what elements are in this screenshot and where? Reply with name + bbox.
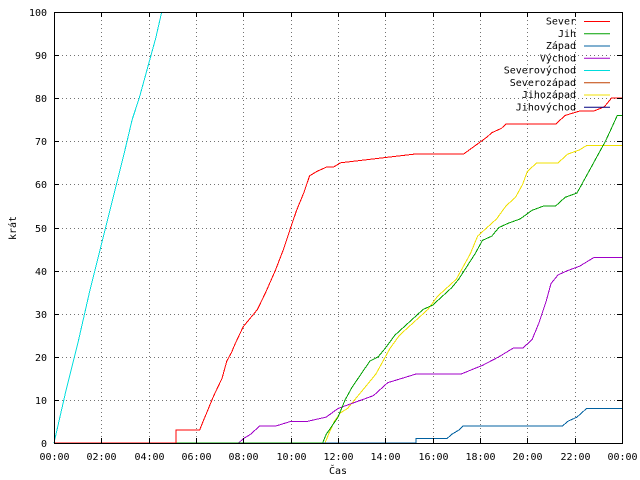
x-tick-label: 22:00	[560, 452, 590, 463]
x-tick-label: 12:00	[323, 452, 353, 463]
y-tick-label: 0	[41, 439, 47, 450]
y-tick-label: 100	[29, 8, 47, 19]
series-line-vychod	[54, 257, 622, 444]
y-tick-label: 50	[35, 224, 47, 235]
legend-label: Jihovýchod	[516, 101, 576, 113]
x-tick-label: 08:00	[228, 452, 258, 463]
series-line-zapad	[54, 408, 622, 444]
y-tick-label: 10	[35, 396, 47, 407]
x-tick-label: 16:00	[418, 452, 448, 463]
legend-label: Sever	[546, 17, 576, 28]
legend-label: Západ	[546, 40, 576, 52]
legend-label: Jihozápad	[522, 89, 576, 101]
series-layer	[53, 11, 622, 444]
legend-label: Východ	[540, 52, 576, 64]
series-line-jihozapad	[54, 145, 622, 444]
y-axis-title: krát	[7, 216, 19, 240]
x-tick-label: 18:00	[465, 452, 495, 463]
x-tick-label: 04:00	[134, 452, 164, 463]
series-line-severovychod	[53, 11, 163, 444]
y-tick-label: 70	[35, 137, 47, 148]
x-tick-label: 14:00	[370, 452, 400, 463]
x-axis-tick-labels: 00:00 02:00 04:00 06:00 08:00 10:00 12:00 14:00…	[39, 452, 637, 463]
x-axis-title: Čas	[329, 464, 347, 477]
y-tick-label: 40	[35, 267, 47, 278]
legend-label: Severovýchod	[504, 65, 576, 77]
y-tick-label: 20	[35, 353, 47, 364]
y-tick-label: 90	[35, 51, 47, 62]
y-tick-label: 80	[35, 94, 47, 105]
series-line-jih	[54, 114, 622, 444]
x-tick-label: 02:00	[86, 452, 116, 463]
ticks	[54, 12, 623, 444]
y-tick-label: 30	[35, 310, 47, 321]
legend-label: Jih	[558, 29, 576, 40]
x-tick-label: 10:00	[276, 452, 306, 463]
y-axis-tick-labels: 0 10 20 30 40 50 60 70 80 90 100	[29, 8, 47, 450]
grid	[54, 12, 622, 443]
x-tick-label: 00:00	[39, 452, 69, 463]
legend-label: Severozápad	[510, 77, 576, 89]
y-tick-label: 60	[35, 180, 47, 191]
x-tick-label: 06:00	[181, 452, 211, 463]
series-line-sever	[54, 97, 622, 444]
x-tick-label: 20:00	[512, 452, 542, 463]
x-tick-label: 00:00	[607, 452, 637, 463]
legend: SeverJihZápadVýchodSeverovýchodSeverozáp…	[504, 17, 610, 113]
